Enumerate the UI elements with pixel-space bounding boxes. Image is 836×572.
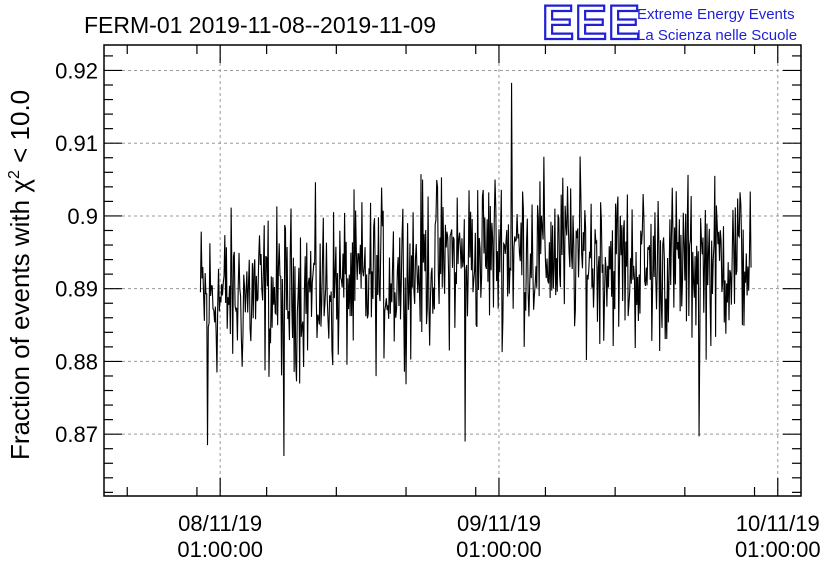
series-group [199, 82, 752, 456]
logo-line-1: Extreme Energy Events [637, 6, 795, 23]
y-tick-labels: 0.87 0.88 0.89 0.9 0.91 0.92 [55, 58, 98, 447]
y-tick-label: 0.92 [55, 58, 98, 83]
y-axis-label-sup: 2 [6, 170, 23, 179]
x-tick-date: 10/11/19 [736, 511, 820, 536]
y-tick-label: 0.88 [55, 349, 98, 374]
grid [104, 45, 801, 496]
y-axis-label: Fraction of events with χ2 < 10.0 [5, 90, 35, 460]
y-axis-label-chi: χ [5, 179, 35, 193]
y-tick-label: 0.9 [67, 204, 98, 229]
x-tick-time: 01:00:00 [456, 537, 542, 562]
x-tick-labels: 08/11/1901:00:0009/11/1901:00:0010/11/19… [177, 511, 820, 562]
y-tick-label: 0.89 [55, 277, 98, 302]
x-tick-time: 01:00:00 [177, 537, 263, 562]
tick-marks [104, 45, 801, 496]
y-axis-label-pre: Fraction of events with [5, 193, 35, 460]
chart-title: FERM-01 2019-11-08--2019-11-09 [84, 12, 436, 38]
y-axis-label-post: < 10.0 [5, 90, 35, 170]
x-tick-date: 08/11/19 [178, 511, 262, 536]
logo-line-2: La Scienza nelle Scuole [637, 27, 797, 44]
x-tick-time: 01:00:00 [735, 537, 821, 562]
series-line [199, 82, 752, 456]
plot-frame [103, 44, 802, 497]
y-tick-label: 0.87 [55, 422, 98, 447]
x-tick-date: 09/11/19 [457, 511, 541, 536]
y-tick-label: 0.91 [55, 131, 98, 156]
logo-mark: EEE [542, 0, 641, 50]
eee-logo: EEE Extreme Energy Events La Scienza nel… [541, 0, 797, 51]
